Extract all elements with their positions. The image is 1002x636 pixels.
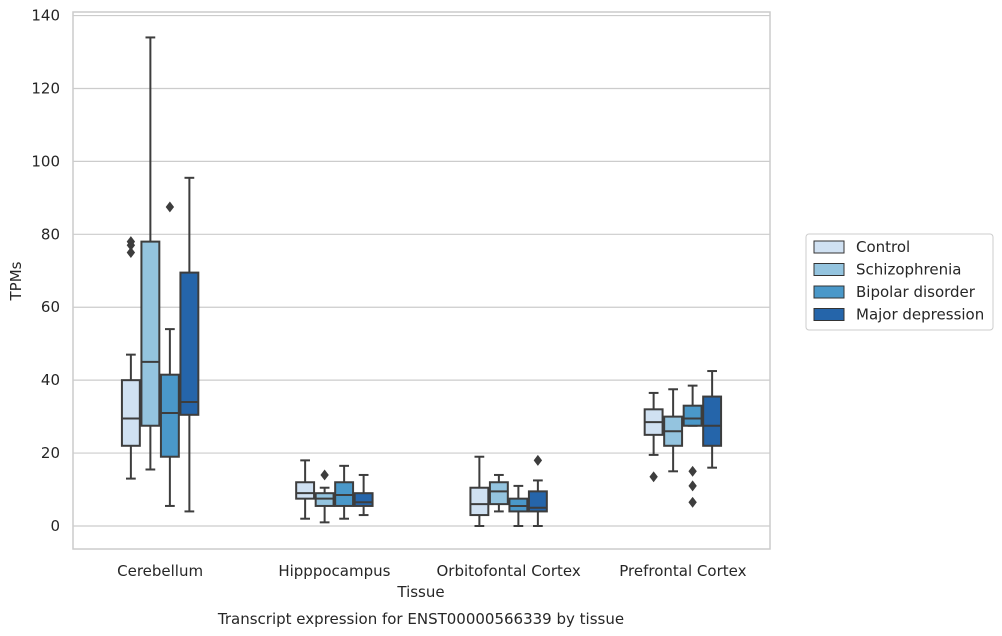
x-tick-label: Orbitofontal Cortex xyxy=(437,562,581,580)
plot-frame xyxy=(72,11,771,550)
legend-label: Bipolar disorder xyxy=(856,283,976,301)
legend-frame xyxy=(805,233,994,331)
box-iqr xyxy=(353,492,374,507)
series-group xyxy=(120,236,664,527)
outlier-point xyxy=(126,247,136,259)
box-item xyxy=(682,384,703,508)
outlier-point xyxy=(126,236,136,248)
box-item xyxy=(140,36,161,471)
box-iqr xyxy=(527,490,548,513)
box-iqr xyxy=(120,379,141,447)
box-iqr xyxy=(702,395,723,447)
chart-caption: Transcript expression for ENST0000056633… xyxy=(217,610,624,628)
outlier-point xyxy=(688,480,697,492)
outlier-point xyxy=(165,201,175,213)
box-item xyxy=(488,473,509,513)
legend-swatch xyxy=(813,285,845,299)
x-tick-label: Prefrontal Cortex xyxy=(619,562,746,580)
series-group xyxy=(140,36,684,524)
x-tick-label: Cerebellum xyxy=(117,562,203,580)
y-tick-label: 120 xyxy=(31,79,60,97)
box-groups xyxy=(120,36,723,527)
series-group xyxy=(179,176,723,527)
box-item xyxy=(159,201,180,507)
y-tick-label: 40 xyxy=(41,371,60,389)
legend-label: Control xyxy=(856,238,910,256)
box-iqr xyxy=(682,404,703,427)
box-item xyxy=(702,370,723,469)
y-tick-label: 140 xyxy=(31,7,60,25)
y-axis-ticks: 0 20 40 60 80 100 120 140 xyxy=(31,7,60,535)
box-item xyxy=(314,469,335,524)
outlier-point xyxy=(533,454,543,466)
box-item xyxy=(295,459,316,520)
legend-swatch xyxy=(813,263,845,276)
box-item xyxy=(334,464,355,520)
y-tick-label: 80 xyxy=(41,225,60,243)
box-iqr xyxy=(295,481,316,500)
x-tick-label: Hipppocampus xyxy=(278,562,390,580)
outlier-point xyxy=(649,471,658,483)
plot-background xyxy=(73,12,770,549)
outlier-point xyxy=(320,469,329,481)
legend-label: Schizophrenia xyxy=(856,261,961,279)
x-axis-label: Tissue xyxy=(396,583,444,601)
box-item xyxy=(179,176,200,513)
series-group xyxy=(159,201,703,527)
legend-label: Major depression xyxy=(856,306,984,324)
y-tick-label: 60 xyxy=(41,298,60,316)
box-item xyxy=(353,473,374,517)
box-item xyxy=(120,236,141,480)
box-iqr xyxy=(159,373,180,458)
box-iqr xyxy=(469,486,490,517)
box-iqr xyxy=(140,240,161,427)
box-item xyxy=(508,484,529,527)
outlier-point xyxy=(688,496,697,508)
y-tick-label: 0 xyxy=(50,517,60,535)
legend-swatch xyxy=(813,308,845,321)
box-item xyxy=(643,391,664,483)
box-item xyxy=(469,455,490,527)
y-tick-label: 20 xyxy=(41,444,60,462)
legend-swatch xyxy=(813,240,845,254)
box-item xyxy=(663,388,684,473)
box-iqr xyxy=(488,481,509,506)
y-tick-label: 100 xyxy=(31,152,60,170)
legend: Control Schizophrenia Bipolar disorder Majo… xyxy=(805,233,994,331)
box-item xyxy=(527,454,548,527)
x-axis-ticks: Cerebellum Hipppocampus Orbitofontal Corte… xyxy=(117,562,746,580)
box-iqr xyxy=(179,271,200,416)
outlier-point xyxy=(688,465,697,477)
y-axis-label: TPMs xyxy=(7,261,25,301)
